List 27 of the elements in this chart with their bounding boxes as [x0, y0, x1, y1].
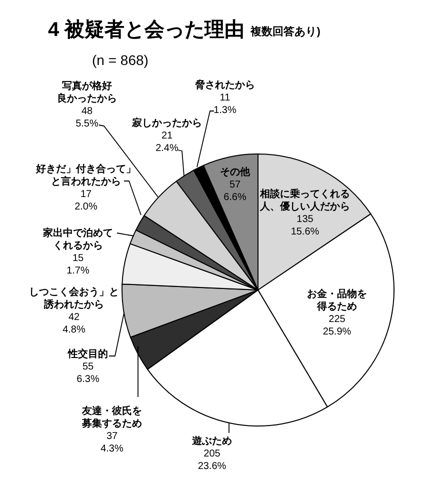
title: 4 被疑者と会った理由 — [48, 19, 245, 41]
value: 42 4.8% — [62, 312, 86, 336]
value: 55 6.3% — [76, 362, 100, 385]
label: お金・品物を得るため — [307, 289, 367, 312]
label: 家出中で泊めてくれるから — [43, 228, 113, 252]
subtitle: 複数回答あり) — [250, 26, 320, 38]
value: 205 23.6% — [198, 448, 226, 472]
value: 225 25.9% — [322, 314, 352, 338]
label: 相談に乗ってくれる人、優しい人だから — [260, 189, 350, 212]
value: 57 6.6% — [224, 180, 246, 203]
value: 21 2.4% — [156, 130, 178, 154]
label: しつこく会おう」と誘われたから — [29, 287, 119, 310]
label: 友達・彼氏を募集するため — [82, 406, 142, 430]
value: 135 15.6% — [290, 214, 320, 238]
value: 17 2.0% — [74, 189, 98, 212]
annotation: (n = 868) — [92, 52, 148, 68]
value: 48 5.5% — [76, 106, 98, 130]
label: 性交目的 — [68, 349, 108, 360]
label: 脅されたから — [195, 80, 255, 91]
label: 遊ぶため — [192, 436, 232, 447]
value: 15 1.7% — [66, 253, 90, 276]
label: 寂しかったから — [132, 118, 202, 129]
value: 11 1.3% — [214, 92, 236, 116]
value: 37 4.3% — [100, 431, 124, 454]
label: その他 — [220, 167, 250, 178]
label: 写真が格好良かったから — [57, 81, 117, 104]
label: 好きだ」付き合って」と言われたから — [36, 164, 136, 188]
